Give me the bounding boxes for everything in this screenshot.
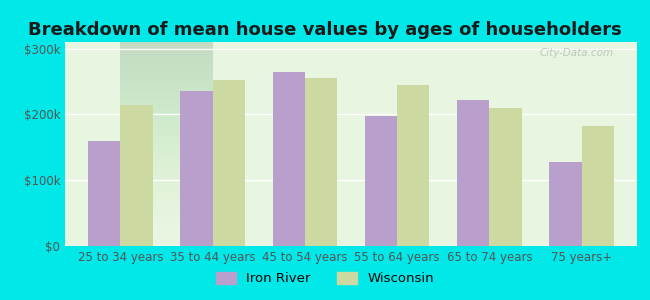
Bar: [549, 162, 582, 246]
Bar: [120, 104, 153, 246]
Bar: [365, 116, 397, 246]
Bar: [489, 108, 522, 246]
Bar: [88, 141, 120, 246]
Bar: [457, 100, 489, 246]
Text: City-Data.com: City-Data.com: [540, 48, 614, 58]
Legend: Iron River, Wisconsin: Iron River, Wisconsin: [211, 266, 439, 290]
Bar: [272, 72, 305, 246]
Bar: [582, 126, 614, 246]
Text: Breakdown of mean house values by ages of householders: Breakdown of mean house values by ages o…: [28, 21, 622, 39]
Bar: [180, 92, 213, 246]
Bar: [305, 78, 337, 246]
Bar: [397, 85, 430, 246]
Bar: [213, 80, 245, 246]
